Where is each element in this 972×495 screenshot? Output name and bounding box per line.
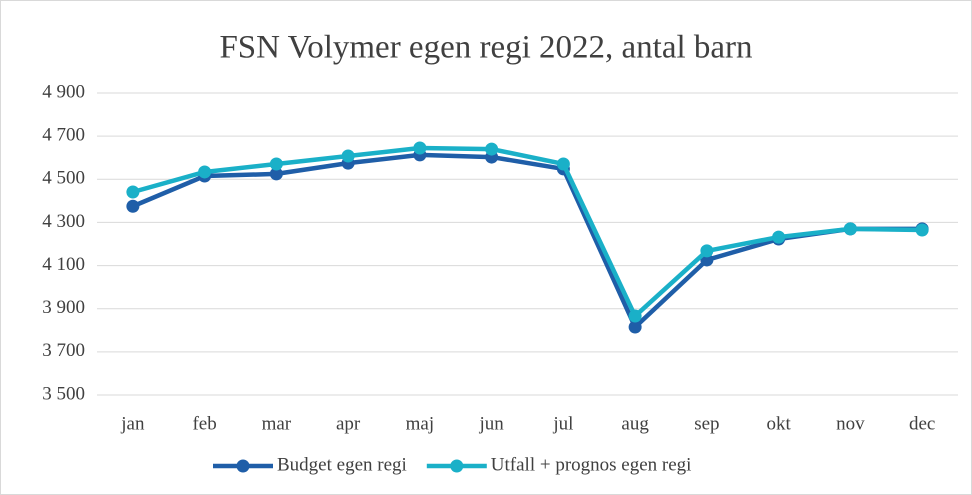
- x-tick-label: nov: [836, 413, 865, 434]
- point: [269, 167, 283, 181]
- x-tick-label: sep: [694, 413, 719, 434]
- x-tick-label: jan: [120, 413, 145, 434]
- legend-label: Budget egen regi: [277, 454, 407, 475]
- y-tick-label: 4 700: [42, 125, 85, 146]
- x-tick-label: feb: [192, 413, 216, 434]
- point: [843, 222, 857, 236]
- x-tick-label: jul: [552, 413, 573, 434]
- series-line: [132, 145, 923, 319]
- point: [198, 165, 212, 179]
- legend-label: Utfall + prognos egen regi: [491, 454, 692, 475]
- point: [915, 223, 929, 237]
- y-tick-label: 4 500: [42, 168, 85, 189]
- x-tick-label: mar: [262, 413, 292, 434]
- chart-title: FSN Volymer egen regi 2022, antal barn: [219, 30, 752, 66]
- y-tick-label: 4 100: [42, 254, 85, 275]
- x-tick-label: apr: [336, 413, 361, 434]
- point: [628, 309, 642, 323]
- legend-marker: [450, 459, 464, 473]
- point: [628, 320, 642, 334]
- y-tick-label: 4 300: [42, 211, 85, 232]
- point: [341, 149, 355, 163]
- point: [269, 157, 283, 171]
- x-tick-label: dec: [909, 413, 935, 434]
- y-tick-label: 4 900: [42, 81, 85, 102]
- point: [413, 141, 427, 155]
- point: [772, 230, 786, 244]
- point: [700, 244, 714, 258]
- point: [126, 199, 140, 213]
- x-tick-label: okt: [766, 413, 791, 434]
- point: [485, 142, 499, 156]
- point: [126, 185, 140, 199]
- y-tick-label: 3 500: [42, 383, 85, 404]
- y-tick-label: 3 900: [42, 297, 85, 318]
- point: [556, 157, 570, 171]
- legend-marker: [236, 459, 250, 473]
- x-tick-label: aug: [621, 413, 649, 434]
- x-tick-label: maj: [406, 413, 435, 434]
- y-tick-label: 3 700: [42, 340, 85, 361]
- x-tick-label: jun: [478, 413, 504, 434]
